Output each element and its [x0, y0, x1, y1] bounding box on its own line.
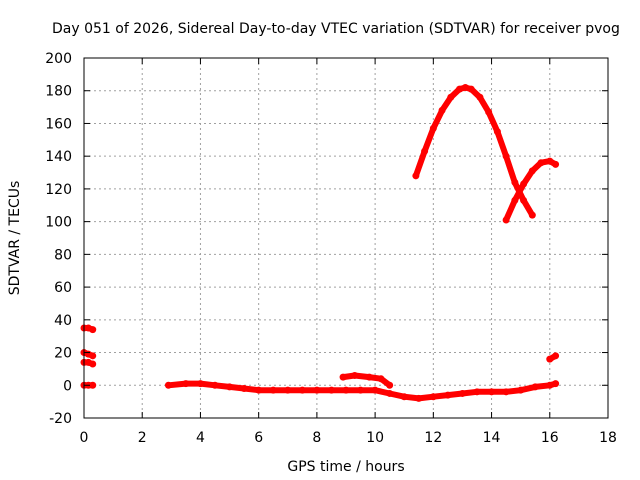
- axis-ticks: 0 2 4 6 8 10 12 14 16 18 -20 0 20 40 60 80 100 120 140 160 1…: [45, 51, 617, 446]
- data-point: [182, 380, 190, 388]
- y-tick-label: 180: [45, 84, 72, 100]
- data-point: [298, 386, 306, 394]
- data-point: [467, 85, 475, 93]
- data-point: [89, 326, 97, 334]
- data-point: [226, 383, 234, 391]
- data-point: [377, 375, 385, 383]
- data-point: [493, 128, 501, 136]
- data-point: [485, 108, 493, 116]
- data-point: [255, 386, 263, 394]
- y-axis-label: SDTVAR / TECUs: [7, 181, 23, 296]
- data-point: [415, 394, 423, 402]
- data-point: [552, 380, 560, 388]
- data-point: [502, 152, 510, 160]
- x-tick-label: 18: [599, 430, 617, 446]
- x-tick-label: 16: [541, 430, 559, 446]
- data-point: [89, 360, 97, 368]
- data-point: [438, 106, 446, 114]
- data-point: [400, 393, 408, 401]
- data-point: [269, 386, 277, 394]
- data-point: [421, 147, 429, 155]
- y-tick-label: 140: [45, 149, 72, 165]
- data-point: [164, 381, 172, 389]
- data-point: [386, 381, 394, 389]
- data-point: [511, 196, 519, 204]
- x-tick-label: 6: [254, 430, 263, 446]
- data-point: [365, 373, 373, 381]
- y-tick-label: 80: [54, 247, 72, 263]
- data-series: [80, 83, 560, 402]
- data-point: [327, 386, 335, 394]
- data-point: [357, 386, 365, 394]
- data-point: [531, 383, 539, 391]
- data-point: [240, 385, 248, 393]
- data-point: [473, 388, 481, 396]
- data-point: [476, 93, 484, 101]
- x-tick-label: 14: [483, 430, 501, 446]
- y-tick-label: 100: [45, 215, 72, 231]
- y-tick-label: 120: [45, 182, 72, 198]
- data-point: [528, 211, 536, 219]
- y-tick-label: 160: [45, 116, 72, 132]
- data-point: [444, 391, 452, 399]
- data-point: [546, 355, 554, 363]
- y-tick-label: 20: [54, 346, 72, 362]
- x-tick-label: 4: [196, 430, 205, 446]
- y-tick-label: -20: [49, 411, 72, 427]
- data-point: [511, 178, 519, 186]
- data-point: [528, 167, 536, 175]
- x-tick-label: 10: [366, 430, 384, 446]
- data-point: [458, 389, 466, 397]
- chart-title: Day 051 of 2026, Sidereal Day-to-day VTE…: [52, 21, 620, 37]
- data-point: [339, 373, 347, 381]
- y-tick-label: 0: [63, 378, 72, 394]
- data-point: [552, 160, 560, 168]
- data-point: [211, 381, 219, 389]
- data-point: [517, 386, 525, 394]
- x-tick-label: 2: [138, 430, 147, 446]
- x-tick-label: 12: [424, 430, 442, 446]
- data-point: [313, 386, 321, 394]
- data-point: [351, 371, 359, 379]
- data-point: [461, 83, 469, 91]
- data-point: [520, 196, 528, 204]
- x-tick-label: 0: [80, 430, 89, 446]
- data-point: [537, 159, 545, 167]
- data-point: [196, 380, 204, 388]
- data-point: [502, 388, 510, 396]
- data-point: [546, 157, 554, 165]
- data-point: [284, 386, 292, 394]
- data-point: [456, 85, 464, 93]
- data-point: [429, 393, 437, 401]
- x-axis-label: GPS time / hours: [287, 459, 404, 475]
- y-tick-label: 200: [45, 51, 72, 67]
- data-point: [502, 216, 510, 224]
- data-point: [447, 93, 455, 101]
- data-point: [552, 352, 560, 360]
- data-point: [412, 172, 420, 180]
- data-point: [89, 352, 97, 360]
- data-point: [546, 381, 554, 389]
- series-s5-line: [165, 380, 559, 402]
- grid-lines: [84, 58, 608, 418]
- data-point: [488, 388, 496, 396]
- x-tick-label: 8: [312, 430, 321, 446]
- y-tick-label: 40: [54, 313, 72, 329]
- data-point: [371, 386, 379, 394]
- data-point: [520, 180, 528, 188]
- data-point: [342, 386, 350, 394]
- plot-frame: [83, 57, 609, 419]
- y-tick-label: 60: [54, 280, 72, 296]
- data-point: [89, 381, 97, 389]
- data-point: [386, 389, 394, 397]
- data-point: [429, 124, 437, 132]
